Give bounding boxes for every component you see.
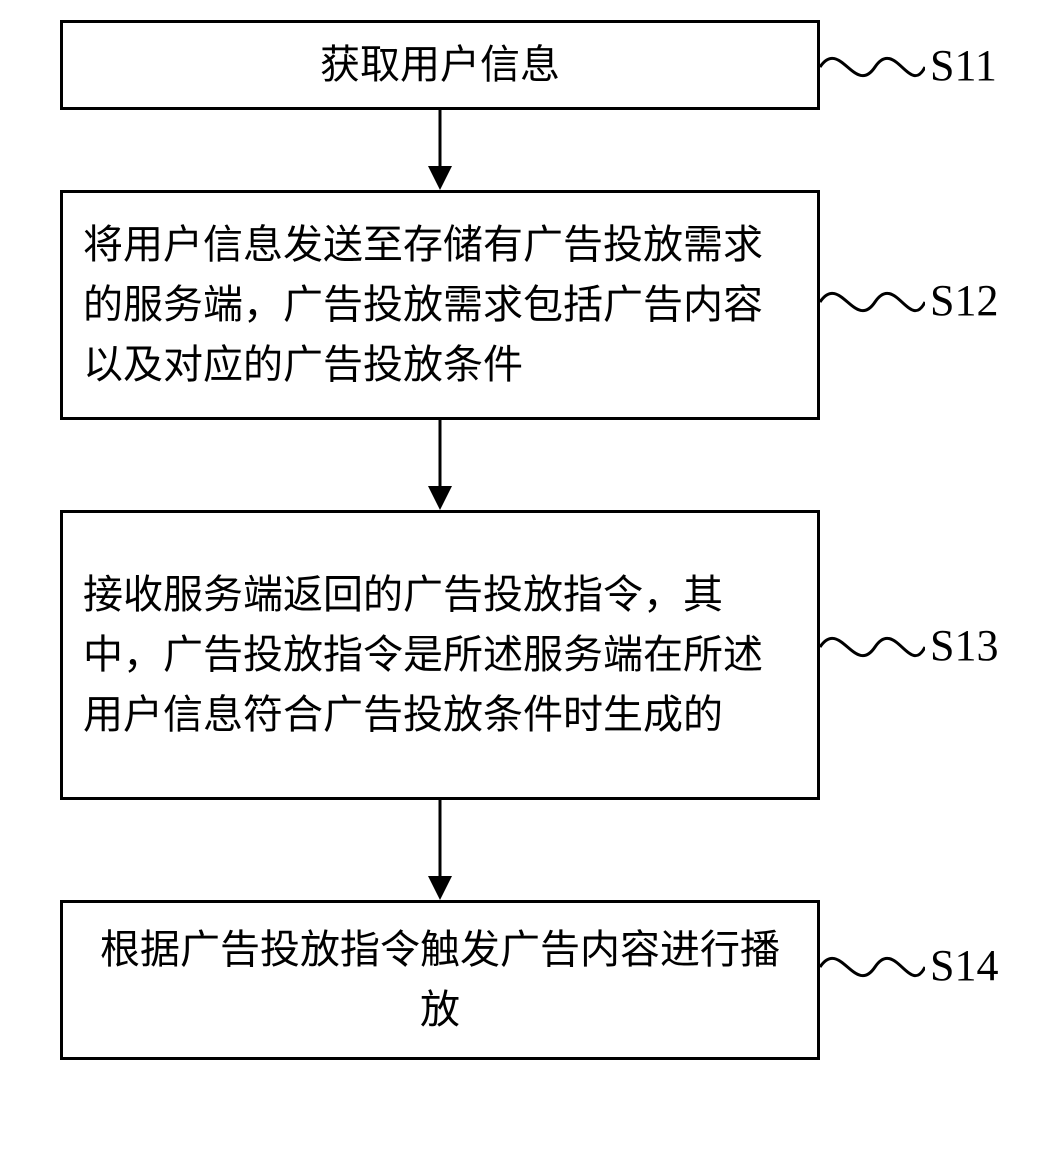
flow-node-s14-text: 根据广告投放指令触发广告内容进行播放 — [83, 920, 797, 1040]
squiggle-s13 — [820, 622, 925, 672]
step-label-s11: S11 — [930, 40, 997, 91]
flow-node-s12-text: 将用户信息发送至存储有广告投放需求的服务端，广告投放需求包括广告内容以及对应的广… — [83, 215, 797, 395]
flow-node-s13: 接收服务端返回的广告投放指令，其中，广告投放指令是所述服务端在所述用户信息符合广… — [60, 510, 820, 800]
flow-node-s13-text: 接收服务端返回的广告投放指令，其中，广告投放指令是所述服务端在所述用户信息符合广… — [83, 565, 797, 745]
arrow-s11-s12 — [420, 110, 460, 192]
squiggle-s12 — [820, 277, 925, 327]
step-label-s12-text: S12 — [930, 276, 998, 325]
arrow-s13-s14 — [420, 800, 460, 902]
flow-node-s14: 根据广告投放指令触发广告内容进行播放 — [60, 900, 820, 1060]
arrow-s12-s13 — [420, 420, 460, 512]
step-label-s14: S14 — [930, 940, 998, 991]
flow-node-s11: 获取用户信息 — [60, 20, 820, 110]
flow-node-s11-text: 获取用户信息 — [320, 35, 560, 95]
squiggle-s11 — [820, 42, 925, 92]
step-label-s13: S13 — [930, 620, 998, 671]
flow-node-s12: 将用户信息发送至存储有广告投放需求的服务端，广告投放需求包括广告内容以及对应的广… — [60, 190, 820, 420]
step-label-s13-text: S13 — [930, 621, 998, 670]
step-label-s14-text: S14 — [930, 941, 998, 990]
step-label-s11-text: S11 — [930, 41, 997, 90]
step-label-s12: S12 — [930, 275, 998, 326]
flowchart-canvas: 获取用户信息 将用户信息发送至存储有广告投放需求的服务端，广告投放需求包括广告内… — [0, 0, 1059, 1170]
squiggle-s14 — [820, 942, 925, 992]
